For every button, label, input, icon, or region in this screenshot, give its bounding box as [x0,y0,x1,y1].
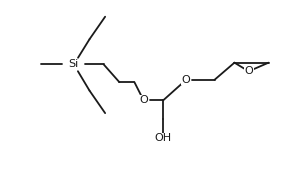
Text: O: O [139,95,148,105]
Text: OH: OH [155,133,172,143]
Text: Si: Si [69,59,79,70]
Text: O: O [244,66,253,76]
Text: O: O [182,75,191,85]
